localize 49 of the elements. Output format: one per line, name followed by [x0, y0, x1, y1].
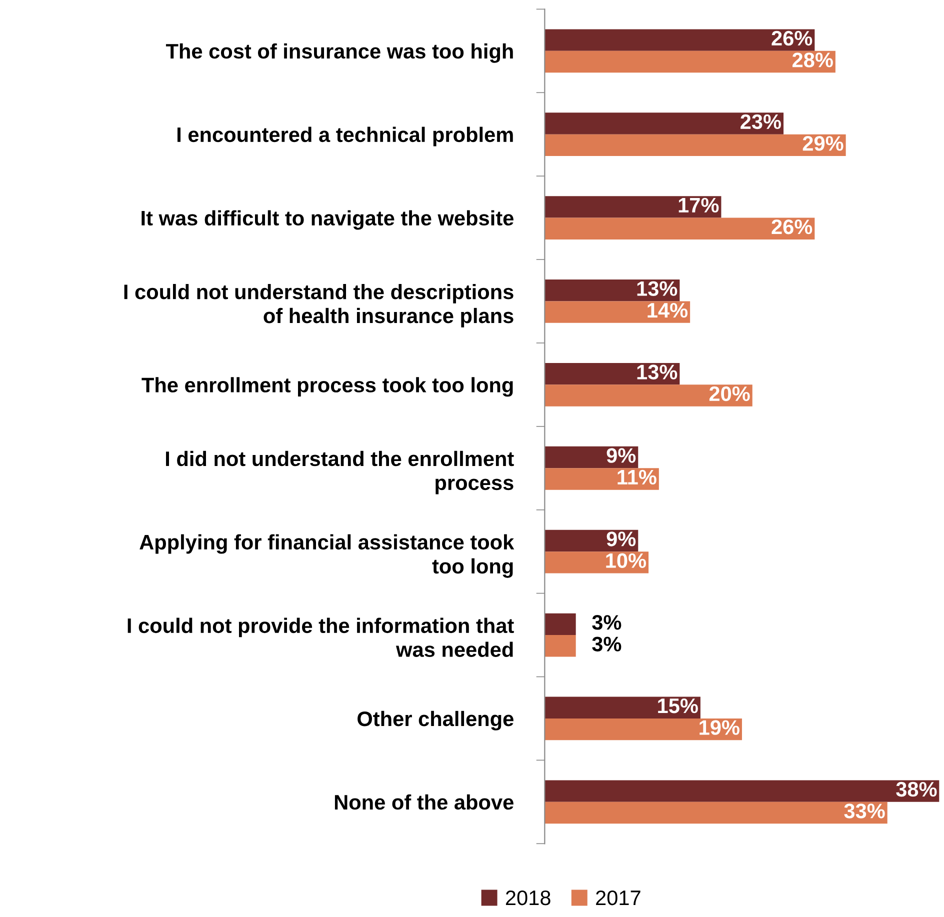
data-label: 14%	[648, 302, 688, 318]
y-tick-label: The enrollment process took too long	[142, 377, 513, 397]
y-tick-label: The cost of insurance was too high	[166, 43, 513, 63]
bar	[544, 50, 836, 73]
data-label: 13%	[637, 281, 678, 296]
bar	[544, 301, 690, 323]
bar	[544, 384, 752, 406]
bar	[544, 134, 846, 156]
data-label: 10%	[606, 553, 646, 568]
y-tick-label: None of the above	[334, 794, 514, 810]
bar	[544, 613, 576, 636]
y-tick-label: Other challenge	[358, 710, 514, 730]
bar	[544, 802, 888, 824]
data-label: 38%	[896, 782, 937, 797]
data-label: 3%	[592, 615, 622, 630]
data-label: 17%	[678, 198, 719, 212]
data-label: 26%	[772, 219, 812, 234]
data-label: 13%	[637, 364, 678, 380]
bar	[544, 468, 659, 490]
y-tick-label: It was difficult to navigate the website	[142, 210, 514, 230]
y-tick-label: Applying for financial assistance took too long	[140, 534, 514, 578]
data-label: 11%	[618, 470, 656, 485]
data-label: 33%	[844, 804, 885, 818]
data-label: 23%	[740, 114, 781, 130]
y-tick-label: I encountered a technical problem	[178, 126, 513, 146]
bar	[544, 218, 815, 240]
bar	[544, 696, 700, 718]
bar	[544, 29, 815, 51]
bar	[544, 362, 680, 385]
data-label: 26%	[772, 30, 812, 46]
data-label: 28%	[792, 52, 833, 68]
data-label: 29%	[802, 136, 844, 151]
bar	[544, 780, 940, 802]
bar	[544, 196, 722, 218]
bar	[544, 280, 680, 302]
legend-label: 2018	[506, 890, 550, 906]
legend-label: 2017	[596, 890, 640, 906]
bar	[544, 718, 742, 740]
data-label: 19%	[700, 720, 740, 735]
y-tick-label: I could not provide the information that was needed	[128, 618, 514, 658]
data-label: 15%	[658, 698, 698, 714]
data-label: 3%	[592, 636, 622, 652]
bar	[544, 112, 784, 134]
data-label: 9%	[606, 532, 636, 546]
data-label: 20%	[709, 386, 750, 402]
y-tick-label: I did not understand the enrollment process	[166, 450, 514, 494]
data-label: 9%	[606, 448, 636, 463]
y-tick-label: I could not understand the descriptions of health insurance plans	[124, 284, 514, 328]
bar	[544, 635, 576, 657]
